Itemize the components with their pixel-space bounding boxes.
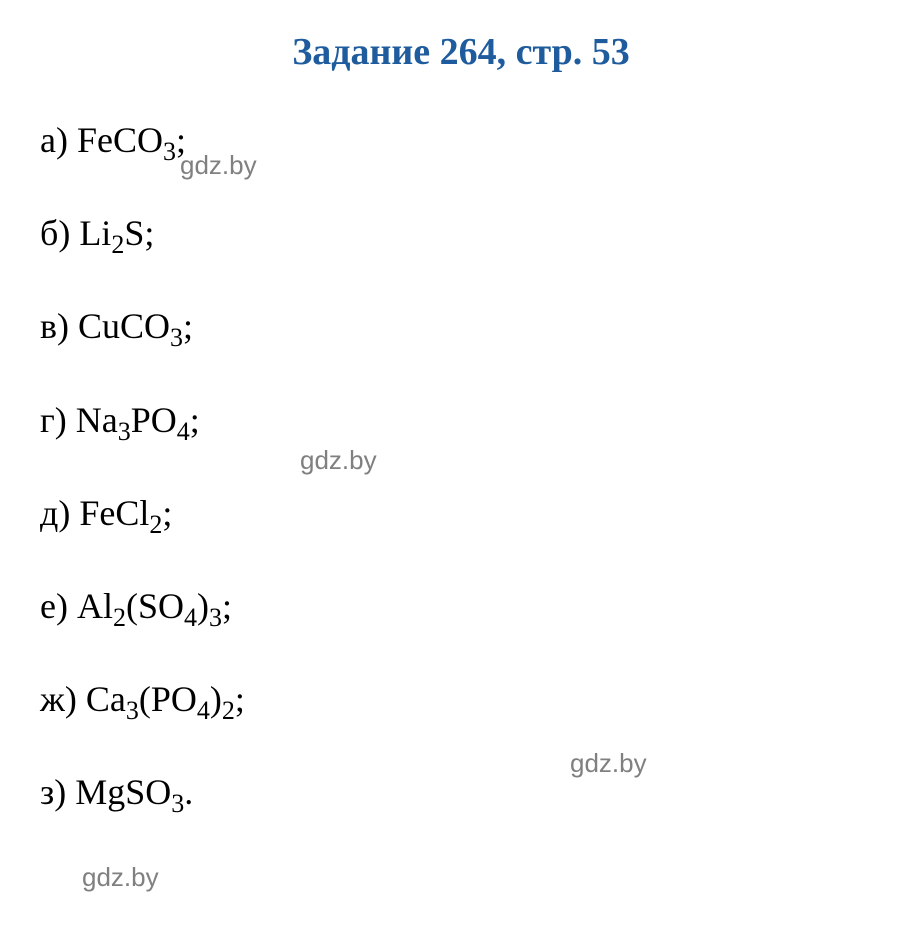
formula-text: CuCO (78, 306, 170, 346)
formula-text: PO (131, 400, 177, 440)
formula-subscript: 2 (149, 510, 162, 539)
formula-text: FeCl (79, 493, 149, 533)
formula-text: (SO (126, 586, 184, 626)
list-item: а) FeCO3; (40, 119, 882, 162)
formula-text: ; (162, 493, 172, 533)
list-item: г) Na3PO4; (40, 399, 882, 442)
formula-text: (PO (139, 679, 197, 719)
formula-text: S; (124, 213, 154, 253)
list-item: з) MgSO3. (40, 771, 882, 814)
formula-text: . (184, 772, 193, 812)
formula-subscript: 3 (171, 790, 184, 819)
item-label: д) (40, 493, 79, 533)
formula-text: ; (235, 679, 245, 719)
formula-text: Al (77, 586, 113, 626)
formula-subscript: 2 (222, 696, 235, 725)
list-item: е) Al2(SO4)3; (40, 585, 882, 628)
list-item: в) CuCO3; (40, 305, 882, 348)
page-title: Задание 264, стр. 53 (40, 30, 882, 74)
formula-subscript: 4 (184, 603, 197, 632)
formula-subscript: 3 (126, 696, 139, 725)
formula-text: Li (79, 213, 111, 253)
formula-subscript: 3 (163, 137, 176, 166)
formula-text: FeCO (77, 120, 163, 160)
formula-text: ) (197, 586, 209, 626)
formula-text: ; (190, 400, 200, 440)
watermark: gdz.by (82, 862, 159, 893)
formula-subscript: 3 (209, 603, 222, 632)
formula-subscript: 3 (118, 417, 131, 446)
item-label: а) (40, 120, 77, 160)
formula-text: ; (183, 306, 193, 346)
formula-text: MgSO (75, 772, 171, 812)
list-item: б) Li2S; (40, 212, 882, 255)
formula-subscript: 2 (113, 603, 126, 632)
list-item: ж) Ca3(PO4)2; (40, 678, 882, 721)
formula-subscript: 2 (111, 230, 124, 259)
list-item: д) FeCl2; (40, 492, 882, 535)
item-label: в) (40, 306, 78, 346)
formula-subscript: 3 (170, 324, 183, 353)
watermark: gdz.by (300, 445, 377, 476)
watermark: gdz.by (180, 150, 257, 181)
formula-text: Na (76, 400, 118, 440)
formula-text: ; (222, 586, 232, 626)
formula-text: Ca (86, 679, 126, 719)
item-label: е) (40, 586, 77, 626)
item-label: ж) (40, 679, 86, 719)
items-list: а) FeCO3;б) Li2S;в) CuCO3;г) Na3PO4;д) F… (40, 119, 882, 815)
item-label: г) (40, 400, 76, 440)
watermark: gdz.by (570, 748, 647, 779)
formula-text: ) (210, 679, 222, 719)
formula-subscript: 4 (177, 417, 190, 446)
formula-subscript: 4 (197, 696, 210, 725)
item-label: б) (40, 213, 79, 253)
item-label: з) (40, 772, 75, 812)
